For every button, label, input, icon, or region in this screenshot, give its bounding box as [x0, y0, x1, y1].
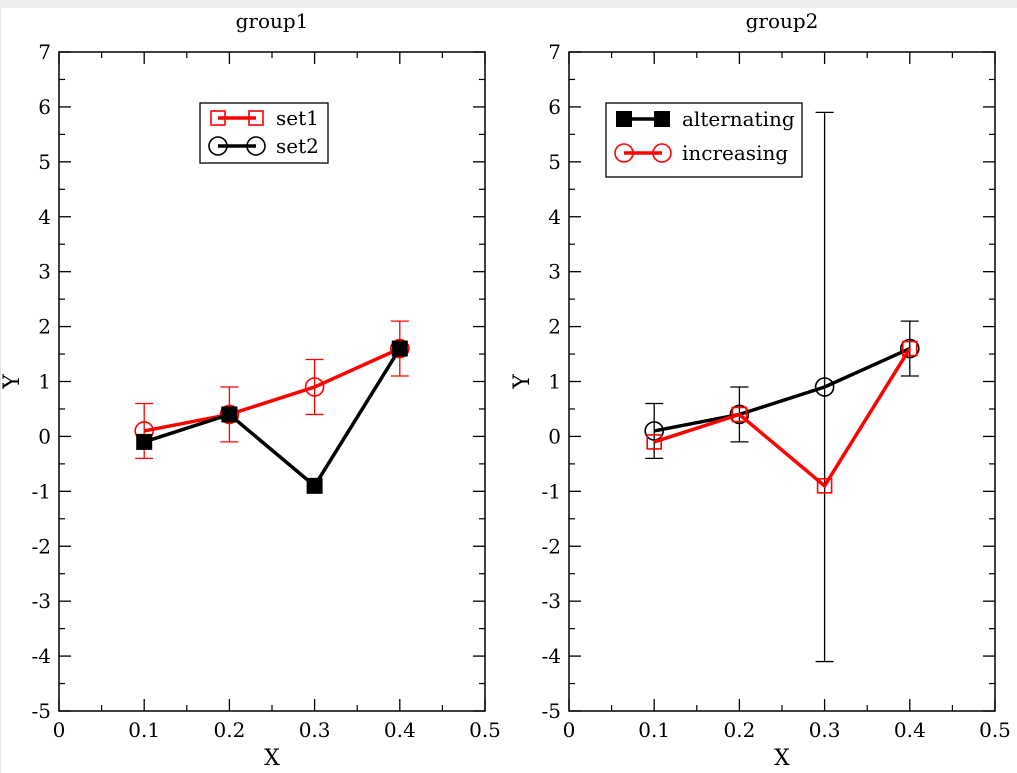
y-tick-label: 0	[548, 424, 561, 448]
x-tick-label: 0.1	[638, 718, 670, 742]
legend-label: set1	[276, 106, 319, 130]
x-tick-label: 0.5	[979, 718, 1011, 742]
legend-label: set2	[276, 134, 319, 158]
y-axis-label: Y	[510, 374, 535, 390]
y-tick-label: 0	[38, 424, 51, 448]
legend-marker	[248, 110, 264, 126]
data-point	[391, 340, 408, 357]
y-tick-label: -1	[542, 479, 561, 503]
legend-box	[605, 102, 803, 178]
y-tick-label: -2	[32, 534, 51, 558]
y-tick-label: 3	[548, 260, 561, 284]
data-point	[646, 434, 663, 450]
data-point	[901, 340, 918, 357]
x-tick-label: 0.2	[213, 718, 245, 742]
x-tick-label: 0.2	[723, 718, 755, 742]
legend: alternating increasing	[605, 102, 803, 178]
axis-ticks: 0 0.1 0.2 0.3 0.4 0.5 -5 -4 -3 -2 -1 0 1 2 3 4 5 6 7	[542, 40, 1011, 742]
x-tick-label: 0.3	[809, 718, 841, 742]
y-tick-label: 3	[38, 260, 51, 284]
chart-panel-2: 0 0.1 0.2 0.3 0.4 0.5 -5 -4 -3 -2 -1 0 1 2 3 4 5 6 7 group2…	[510, 9, 1011, 771]
data-point	[899, 338, 920, 359]
legend-marker	[246, 136, 266, 156]
y-tick-label: 7	[38, 40, 51, 64]
x-tick-label: 0.3	[299, 718, 331, 742]
y-tick-label: 4	[38, 205, 51, 229]
y-tick-label: 7	[548, 40, 561, 64]
y-tick-label: 5	[38, 150, 51, 174]
series-line	[653, 347, 912, 489]
legend-marker	[616, 111, 632, 127]
y-tick-label: -4	[32, 644, 51, 668]
legend-marker	[210, 110, 226, 126]
y-tick-label: 6	[38, 95, 51, 119]
series-increasing	[646, 340, 918, 494]
y-tick-label: -2	[542, 534, 561, 558]
series-line	[143, 346, 401, 433]
legend: set1 set2	[199, 102, 329, 164]
chart-title: group1	[236, 9, 309, 33]
y-tick-label: -5	[32, 699, 51, 723]
y-tick-label: 1	[38, 370, 51, 394]
data-point	[304, 377, 325, 397]
x-tick-label: 0	[563, 718, 576, 742]
chart-panel-1: 0 0.1 0.2 0.3 0.4 0.5 -5 -4 -3 -2 -1 0 1 2 3 4 5 6 7 group1…	[0, 9, 501, 771]
y-tick-label: 2	[548, 315, 561, 339]
legend-label: alternating	[682, 107, 795, 131]
x-tick-label: 0	[53, 718, 66, 742]
x-tick-label: 0.4	[384, 718, 416, 742]
data-point	[814, 377, 835, 397]
x-tick-label: 0.5	[469, 718, 501, 742]
y-tick-label: 5	[548, 150, 561, 174]
y-tick-label: 6	[548, 95, 561, 119]
x-axis-label: X	[264, 746, 280, 771]
y-tick-label: -3	[542, 589, 561, 613]
legend-marker	[652, 143, 672, 163]
legend-marker	[654, 111, 670, 127]
series-alternating	[644, 111, 920, 663]
chart-title: group2	[746, 9, 819, 33]
data-point	[644, 421, 665, 441]
data-point	[729, 404, 750, 425]
series-line	[143, 347, 402, 489]
legend-label: increasing	[682, 141, 788, 165]
series-line	[653, 346, 911, 433]
left-edge	[0, 8, 1, 773]
data-point	[219, 404, 240, 425]
legend-box	[199, 102, 329, 164]
y-tick-label: -5	[542, 699, 561, 723]
data-point	[306, 477, 323, 494]
data-point	[731, 406, 748, 423]
legend-marker	[614, 143, 634, 163]
data-point	[389, 338, 410, 359]
y-tick-label: 1	[548, 370, 561, 394]
y-tick-label: -3	[32, 589, 51, 613]
axis-ticks: 0 0.1 0.2 0.3 0.4 0.5 -5 -4 -3 -2 -1 0 1 2 3 4 5 6 7	[32, 40, 501, 742]
y-tick-label: 4	[548, 205, 561, 229]
data-point	[816, 478, 833, 494]
series-set1	[134, 320, 410, 460]
x-tick-label: 0.4	[894, 718, 926, 742]
x-tick-label: 0.1	[128, 718, 160, 742]
top-strip	[0, 0, 1017, 8]
y-tick-label: -1	[32, 479, 51, 503]
legend-marker	[208, 136, 228, 156]
data-point	[136, 433, 153, 450]
x-axis-label: X	[774, 746, 790, 771]
y-axis-label: Y	[0, 374, 25, 390]
y-tick-label: -4	[542, 644, 561, 668]
data-point	[221, 406, 238, 423]
series-set2	[136, 340, 408, 494]
y-tick-label: 2	[38, 315, 51, 339]
